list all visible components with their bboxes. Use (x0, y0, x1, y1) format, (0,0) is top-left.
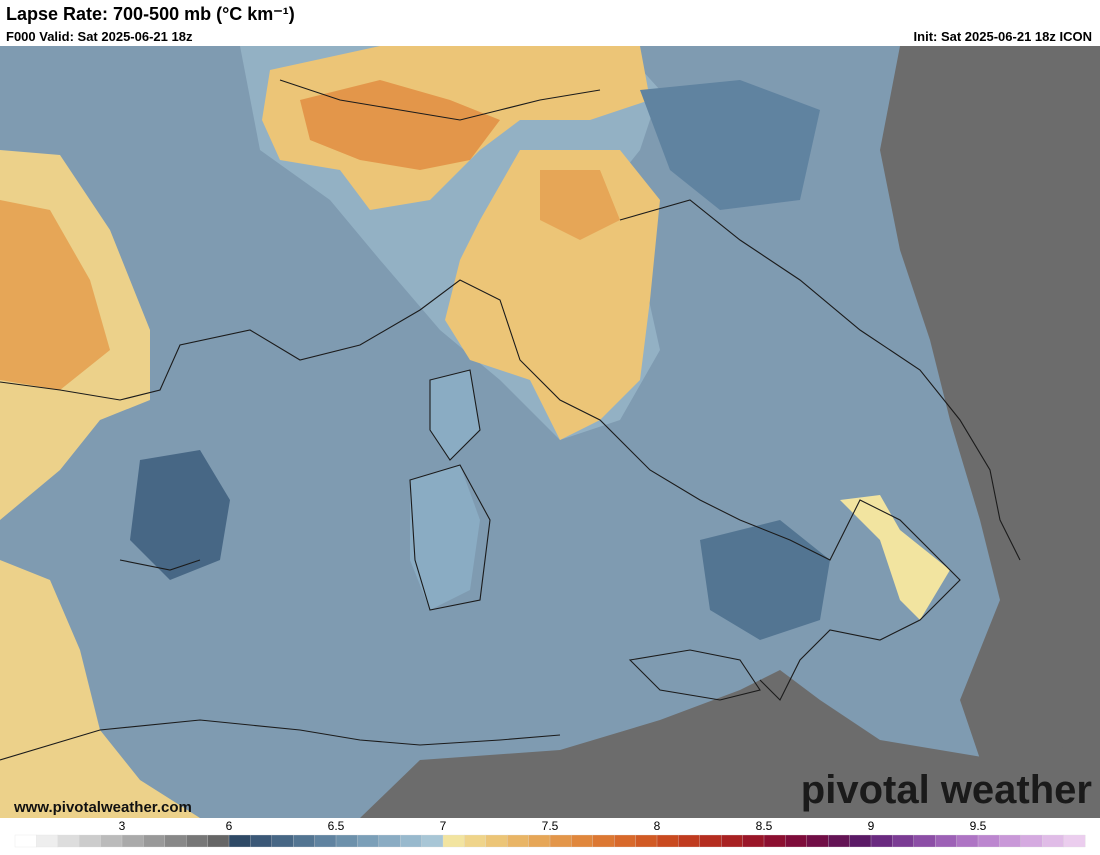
colorbar-tick-label: 6.5 (328, 819, 345, 833)
colorbar-swatch (763, 834, 786, 848)
colorbar-swatch (100, 834, 123, 848)
colorbar-swatch (271, 834, 294, 848)
colorbar-swatch (678, 834, 701, 848)
colorbar-swatch (357, 834, 380, 848)
colorbar-swatch (464, 834, 487, 848)
valid-time: F000 Valid: Sat 2025-06-21 18z (6, 29, 193, 44)
colorbar-swatch (806, 834, 829, 848)
colorbar-swatch (721, 834, 744, 848)
colorbar-swatch (314, 834, 337, 848)
colorbar-swatch (999, 834, 1022, 848)
colorbar-tick-label: 9 (868, 819, 875, 833)
colorbar-swatch (1063, 834, 1086, 848)
colorbar-swatch (378, 834, 401, 848)
colorbar-swatch (956, 834, 979, 848)
colorbar-swatch (36, 834, 59, 848)
colorbar-swatch (742, 834, 765, 848)
colorbar-swatch (592, 834, 615, 848)
colorbar-swatch (228, 834, 251, 848)
colorbar-swatch (207, 834, 230, 848)
colorbar-swatch (164, 834, 187, 848)
map-area (0, 46, 1100, 818)
colorbar-swatch (635, 834, 658, 848)
colorbar-swatch (977, 834, 1000, 848)
colorbar-swatch (849, 834, 872, 848)
colorbar-tick-label: 8 (654, 819, 661, 833)
colorbar-tick-label: 8.5 (756, 819, 773, 833)
colorbar-tick-label: 7.5 (542, 819, 559, 833)
colorbar-swatch (442, 834, 465, 848)
brand-watermark: pivotal weather (801, 768, 1092, 812)
colorbar-swatch (421, 834, 444, 848)
colorbar-swatch (614, 834, 637, 848)
colorbar-swatch (335, 834, 358, 848)
colorbar-swatch (186, 834, 209, 848)
colorbar-tick-label: 3 (119, 819, 126, 833)
colorbar-swatch (785, 834, 808, 848)
colorbar-swatch (656, 834, 679, 848)
colorbar-tick-label: 6 (226, 819, 233, 833)
colorbar-swatch (1020, 834, 1043, 848)
colorbar-tick-label: 7 (440, 819, 447, 833)
colorbar-swatch (1042, 834, 1065, 848)
colorbar-swatch (528, 834, 551, 848)
colorbar-swatch (293, 834, 316, 848)
colorbar-swatch (14, 834, 37, 848)
colorbar-swatch (571, 834, 594, 848)
colorbar-swatch (121, 834, 144, 848)
colorbar: 3 6 6.5 7 7.5 8 8.5 9 9.5 (14, 819, 1086, 848)
colorbar-swatch (250, 834, 273, 848)
colorbar-swatch (892, 834, 915, 848)
colorbar-swatch (485, 834, 508, 848)
site-url: www.pivotalweather.com (13, 799, 192, 816)
colorbar-swatch (828, 834, 851, 848)
colorbar-swatch (507, 834, 530, 848)
init-time: Init: Sat 2025-06-21 18z ICON (914, 29, 1092, 44)
colorbar-swatch (935, 834, 958, 848)
colorbar-swatch (913, 834, 936, 848)
colorbar-swatch (79, 834, 102, 848)
map-title: Lapse Rate: 700-500 mb (°C km⁻¹) (6, 4, 295, 24)
colorbar-tick-label: 9.5 (970, 819, 987, 833)
colorbar-swatch (870, 834, 893, 848)
colorbar-swatch (699, 834, 722, 848)
colorbar-swatch (57, 834, 80, 848)
colorbar-swatch (549, 834, 572, 848)
colorbar-swatch (143, 834, 166, 848)
colorbar-swatch (400, 834, 423, 848)
